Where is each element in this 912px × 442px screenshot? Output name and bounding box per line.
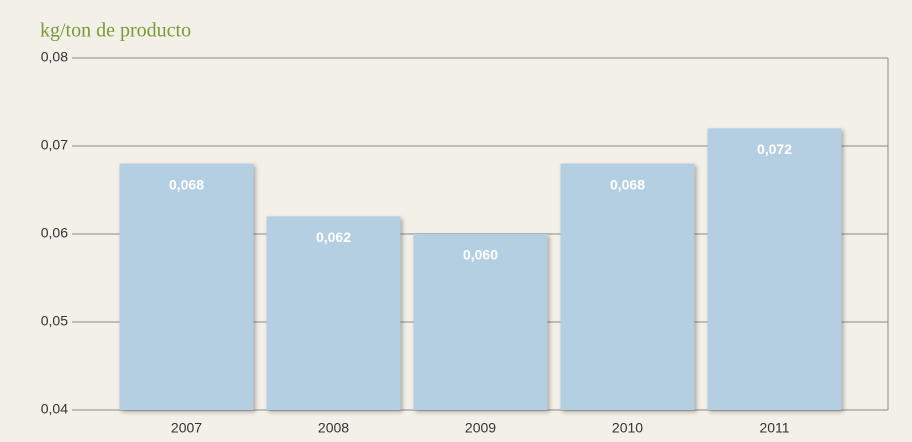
bar [707,128,842,410]
bar [119,163,254,410]
x-tick-label: 2007 [171,420,202,436]
y-axis-title: kg/ton de producto [40,20,191,42]
bar [560,163,695,410]
y-tick-label: 0,06 [41,225,68,241]
y-tick-label: 0,04 [41,401,68,417]
value-label: 0,062 [316,229,351,245]
x-tick-label: 2008 [318,420,349,436]
value-label: 0,068 [169,176,204,192]
y-tick-label: 0,08 [41,49,68,65]
bar [413,234,548,410]
bar [266,216,401,410]
value-label: 0,060 [463,247,498,263]
x-tick-label: 2011 [759,420,789,436]
y-tick-label: 0,07 [41,137,68,153]
y-tick-label: 0,05 [41,313,68,329]
value-label: 0,072 [757,141,792,157]
x-tick-label: 2009 [465,420,496,436]
value-label: 0,068 [610,176,645,192]
x-tick-label: 2010 [612,420,643,436]
